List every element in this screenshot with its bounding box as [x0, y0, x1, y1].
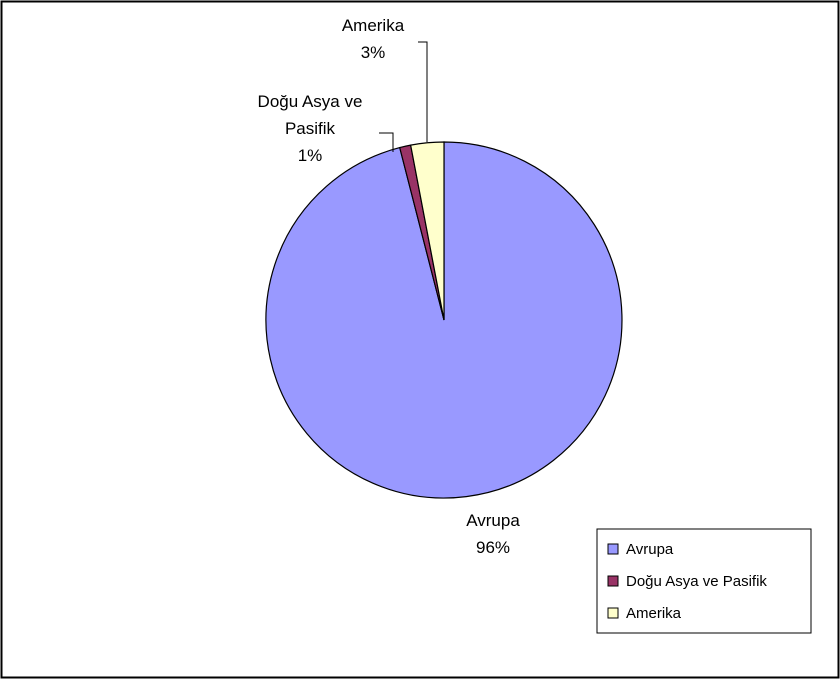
leader-lines [379, 41, 428, 152]
pie-slice-amerika [409, 141, 445, 321]
data-label-avrupa: Avrupa 96% [466, 511, 520, 557]
data-label-dogu-asya-ve-pasifik: Doğu Asya ve Pasifik 1% [258, 92, 363, 165]
legend-box [596, 528, 812, 634]
legend-swatch-amerika [607, 607, 619, 619]
legend-label-dogu-asya-ve-pasifik: Doğu Asya ve Pasifik [626, 573, 767, 590]
leader-line-dogu-asya-ve-pasifik [379, 132, 394, 152]
legend-swatch-dogu-asya-ve-pasifik [607, 575, 619, 587]
legend: Avrupa Doğu Asya ve Pasifik Amerika [596, 528, 812, 634]
pie-slices [265, 141, 623, 499]
legend-label-amerika: Amerika [626, 605, 682, 622]
data-label-amerika: Amerika 3% [342, 16, 405, 62]
data-labels: Avrupa 96% Doğu Asya ve Pasifik 1% Amerika 3% [258, 16, 521, 557]
leader-line-amerika [418, 41, 428, 142]
legend-label-avrupa: Avrupa [626, 541, 674, 558]
legend-swatch-avrupa [607, 543, 619, 555]
